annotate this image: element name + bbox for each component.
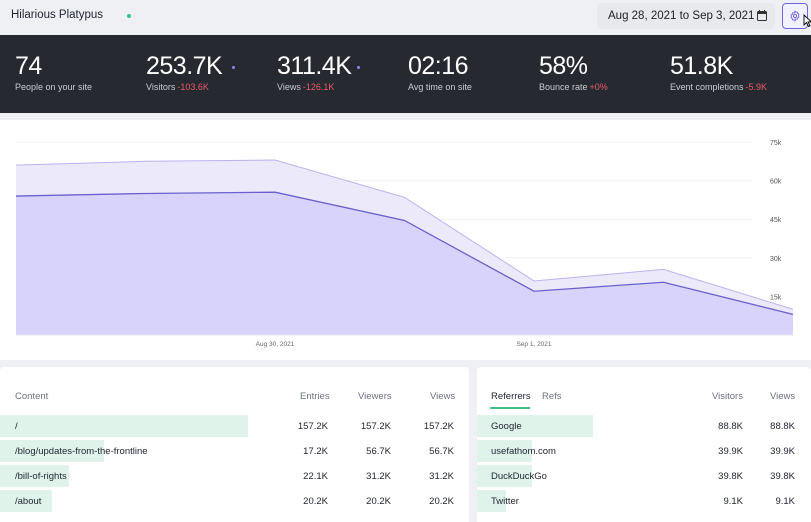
- mouse-cursor-icon: [803, 14, 811, 27]
- col-views[interactable]: Views: [770, 391, 796, 402]
- row-entries: 17.2K: [303, 446, 328, 457]
- row-views: 31.2K: [429, 471, 454, 482]
- row-share-bar: [477, 440, 532, 462]
- row-source: DuckDuckGo: [491, 471, 547, 482]
- row-views: 56.7K: [429, 446, 454, 457]
- referrers-panel: Referrers Refs Visitors Views Google 88.8…: [477, 367, 811, 522]
- y-tick-label: 60k: [770, 179, 782, 186]
- row-visitors: 39.8K: [718, 471, 743, 482]
- row-share-bar: [477, 415, 593, 437]
- row-viewers: 31.2K: [366, 471, 391, 482]
- x-tick-label: Sep 1, 2021: [516, 341, 551, 348]
- table-row[interactable]: /about 20.2K 20.2K 20.2K: [0, 490, 469, 512]
- stat-value: 02:16: [408, 52, 469, 80]
- row-viewers: 20.2K: [366, 496, 391, 507]
- stat-change: -126.1K: [302, 82, 335, 92]
- stat-label: Visitors -103.6K: [146, 82, 209, 92]
- row-visitors: 88.8K: [718, 421, 743, 432]
- row-visitors: 39.9K: [718, 446, 743, 457]
- row-views: 20.2K: [429, 496, 454, 507]
- x-tick-label: Aug 30, 2021: [256, 341, 295, 348]
- table-row[interactable]: /blog/updates-from-the-frontline 17.2K 56.…: [0, 440, 469, 462]
- live-indicator-dot: [127, 14, 131, 18]
- stat-label: Event completions -5.9K: [670, 82, 768, 92]
- series-line-1: [15, 191, 794, 316]
- series-dot-icon: [357, 66, 360, 69]
- tab-refs[interactable]: Refs: [542, 391, 562, 402]
- col-content: Content: [15, 391, 49, 402]
- y-tick-label: 75k: [770, 140, 782, 147]
- col-viewers[interactable]: Viewers: [358, 391, 392, 402]
- series-area-1: [16, 192, 793, 335]
- row-share-bar: [0, 415, 248, 437]
- row-views: 39.9K: [770, 446, 795, 457]
- traffic-chart[interactable]: 75k 60k 45k 30k 15k Aug 30, 2021 Sep 1, 2021: [0, 120, 811, 360]
- row-entries: 157.2K: [297, 421, 328, 432]
- row-entries: 20.2K: [303, 496, 328, 507]
- row-views: 9.1K: [775, 496, 795, 507]
- row-path: /about: [15, 496, 42, 507]
- row-views: 39.8K: [770, 471, 795, 482]
- table-row[interactable]: Twitter 9.1K 9.1K: [477, 490, 811, 512]
- table-row[interactable]: Google 88.8K 88.8K: [477, 415, 811, 437]
- date-range-picker[interactable]: Aug 28, 2021 to Sep 3, 2021: [597, 3, 775, 29]
- stat-value: 51.8K: [670, 52, 733, 80]
- stat-value: 311.4K: [277, 52, 352, 80]
- y-tick-label: 30k: [770, 256, 782, 263]
- row-share-bar: [477, 465, 532, 487]
- active-tab-underline: [490, 407, 530, 409]
- table-row[interactable]: / 157.2K 157.2K 157.2K: [0, 415, 469, 437]
- row-share-bar: [0, 465, 70, 487]
- row-entries: 22.1K: [303, 471, 328, 482]
- content-table-header: Content Entries Viewers Views: [0, 367, 469, 407]
- stat-change: +0%: [589, 82, 608, 92]
- col-visitors[interactable]: Visitors: [712, 391, 743, 402]
- row-source: Twitter: [491, 496, 519, 507]
- row-source: usefathom.com: [491, 446, 556, 457]
- series-line-0: [15, 159, 794, 310]
- gear-icon: [790, 10, 800, 22]
- tab-referrers[interactable]: Referrers: [491, 391, 531, 402]
- row-path: /blog/updates-from-the-frontline: [15, 446, 148, 457]
- site-name: Hilarious Platypus: [11, 9, 104, 21]
- site-selector[interactable]: Hilarious Platypus: [3, 3, 138, 27]
- row-views: 88.8K: [770, 421, 795, 432]
- referrers-table-header: Referrers Refs Visitors Views: [477, 367, 811, 407]
- stat-value: 253.7K: [146, 52, 223, 80]
- calendar-icon: [757, 10, 767, 21]
- stat-value: 74: [15, 52, 42, 80]
- stat-change: -103.6K: [177, 82, 209, 92]
- area-chart: 75k 60k 45k 30k 15k Aug 30, 2021 Sep 1, 2021: [15, 140, 794, 348]
- content-panel: Content Entries Viewers Views / 157.2K 157…: [0, 367, 469, 522]
- row-share-bar: [0, 440, 105, 462]
- row-source: Google: [491, 421, 522, 432]
- table-row[interactable]: usefathom.com 39.9K 39.9K: [477, 440, 811, 462]
- table-row[interactable]: DuckDuckGo 39.8K 39.8K: [477, 465, 811, 487]
- stat-label: People on your site: [15, 82, 93, 92]
- summary-stats: 74 People on your site 253.7K Visitors -1…: [0, 35, 811, 113]
- row-path: /: [15, 421, 18, 432]
- row-path: /bill-of-rights: [15, 471, 67, 482]
- y-tick-label: 45k: [770, 217, 782, 224]
- row-share-bar: [0, 490, 53, 512]
- row-visitors: 9.1K: [723, 496, 743, 507]
- row-share-bar: [477, 490, 506, 512]
- y-tick-label: 15k: [770, 294, 782, 301]
- stat-label: Avg time on site: [408, 82, 472, 92]
- table-row[interactable]: /bill-of-rights 22.1K 31.2K 31.2K: [0, 465, 469, 487]
- stat-label: Bounce rate +0%: [539, 82, 608, 92]
- row-views: 157.2K: [423, 421, 454, 432]
- stat-change: -5.9K: [745, 82, 768, 92]
- date-range-label: Aug 28, 2021 to Sep 3, 2021: [608, 10, 755, 22]
- stat-label: Views -126.1K: [277, 82, 335, 92]
- series-dot-icon: [232, 66, 235, 69]
- col-views[interactable]: Views: [430, 391, 456, 402]
- stat-value: 58%: [539, 52, 588, 80]
- col-entries[interactable]: Entries: [300, 391, 330, 402]
- row-viewers: 157.2K: [360, 421, 391, 432]
- top-bar: Hilarious Platypus Aug 28, 2021 to Sep 3…: [0, 0, 811, 34]
- row-viewers: 56.7K: [366, 446, 391, 457]
